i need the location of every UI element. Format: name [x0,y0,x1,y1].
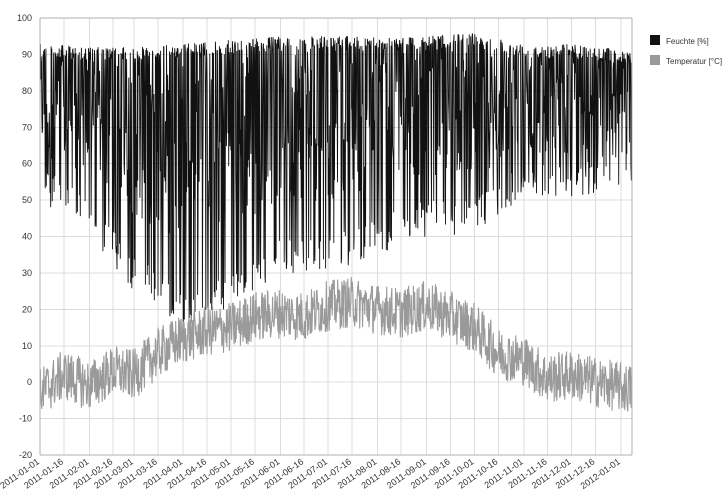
legend-label: Temperatur [°C] [666,57,722,66]
series-line-feuchte [39,32,633,327]
y-tick-label: 30 [22,268,32,278]
y-tick-label: 50 [22,195,32,205]
legend-swatch [650,35,660,45]
y-tick-label: -10 [19,414,32,424]
legend: Feuchte [%] Temperatur [°C] [650,35,722,66]
y-tick-label: 70 [22,122,32,132]
legend-swatch [650,55,660,65]
y-tick-label: 90 [22,49,32,59]
y-tick-label: 10 [22,341,32,351]
y-tick-label: -20 [19,450,32,460]
legend-label: Feuchte [%] [666,37,709,46]
y-tick-label: 100 [17,13,32,23]
y-tick-label: 60 [22,159,32,169]
plot-area [39,32,633,412]
y-tick-label: 0 [27,377,32,387]
series-line-temperatur [39,277,633,412]
y-tick-label: 40 [22,232,32,242]
y-tick-label: 20 [22,304,32,314]
y-tick-label: 80 [22,86,32,96]
